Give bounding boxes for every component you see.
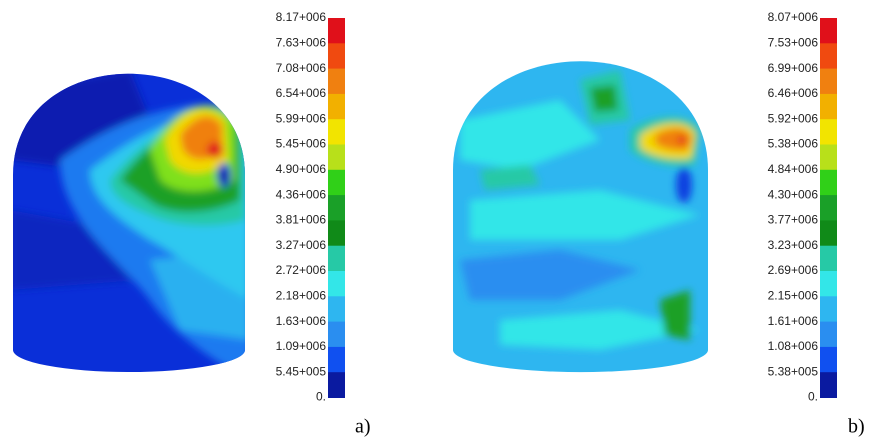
- legend-swatch: [328, 271, 345, 297]
- legends: 8.17+006 7.63+006 7.08+006 6.54+006 5.99+006…: [276, 10, 865, 437]
- legend-swatch: [328, 169, 345, 196]
- legend-label: 7.53+006: [768, 35, 819, 49]
- legend-swatch: [328, 245, 345, 272]
- legend-label: 1.63+006: [276, 314, 327, 328]
- legend-swatch: [328, 296, 345, 323]
- legend-swatch: [820, 220, 837, 247]
- legend-swatch: [328, 68, 345, 95]
- legend-label: 3.27+006: [276, 238, 327, 252]
- legend-label: 3.81+006: [276, 213, 327, 227]
- legend-swatch: [820, 93, 837, 120]
- legend-swatch: [820, 169, 837, 196]
- legend-label: 5.45+005: [276, 364, 327, 378]
- legend-label: 8.17+006: [276, 10, 327, 24]
- contour-b: [453, 61, 708, 373]
- legend-label: 6.54+006: [276, 86, 327, 100]
- legend-label: 0.: [316, 390, 326, 404]
- panel-label: a): [355, 416, 371, 438]
- legend-label: 5.99+006: [276, 111, 327, 125]
- legend-swatch: [820, 18, 837, 44]
- legend-label: 0.: [808, 390, 818, 404]
- legend-label: 3.77+006: [768, 213, 819, 227]
- contour-a: [13, 73, 245, 372]
- legend-label: 1.08+006: [768, 339, 819, 353]
- legend-swatch: [820, 43, 837, 70]
- legend-swatch: [328, 119, 345, 145]
- legend-swatch: [328, 321, 345, 348]
- legend-label: 1.09+006: [276, 339, 327, 353]
- legend-swatch: [820, 119, 837, 145]
- legend-swatch: [820, 346, 837, 373]
- panel-label: b): [848, 416, 865, 438]
- legend-swatch: [820, 321, 837, 348]
- legend-swatch: [328, 195, 345, 221]
- legend-label: 6.46+006: [768, 86, 819, 100]
- legend-swatch: [820, 372, 837, 398]
- legend-swatch: [820, 195, 837, 221]
- legend-swatch: [820, 144, 837, 171]
- legend-swatch: [328, 18, 345, 44]
- legend-swatch: [328, 43, 345, 70]
- legend-swatch: [328, 372, 345, 398]
- legend-swatch: [328, 144, 345, 171]
- legend-label: 5.45+006: [276, 137, 327, 151]
- legend-label: 2.72+006: [276, 263, 327, 277]
- legend-swatch: [328, 93, 345, 120]
- legend-label: 6.99+006: [768, 61, 819, 75]
- legend-swatch: [328, 346, 345, 373]
- legend-swatch: [820, 296, 837, 323]
- legend-label: 4.84+006: [768, 162, 819, 176]
- legend-swatch: [328, 220, 345, 247]
- legend-label: 1.61+006: [768, 314, 819, 328]
- legend-label: 5.92+006: [768, 111, 819, 125]
- legend-label: 4.36+006: [276, 187, 327, 201]
- legend-label: 2.69+006: [768, 263, 819, 277]
- legend-label: 7.63+006: [276, 35, 327, 49]
- legend-swatch: [820, 271, 837, 297]
- legend-label: 4.30+006: [768, 187, 819, 201]
- legend-label: 8.07+006: [768, 10, 819, 24]
- legend-label: 4.90+006: [276, 162, 327, 176]
- legend-label: 2.15+006: [768, 288, 819, 302]
- legend-label: 5.38+005: [768, 364, 819, 378]
- legend-label: 2.18+006: [276, 288, 327, 302]
- legend-swatch: [820, 68, 837, 95]
- legend-label: 3.23+006: [768, 238, 819, 252]
- legend-swatch: [820, 245, 837, 272]
- legend-label: 7.08+006: [276, 61, 327, 75]
- legend-label: 5.38+006: [768, 137, 819, 151]
